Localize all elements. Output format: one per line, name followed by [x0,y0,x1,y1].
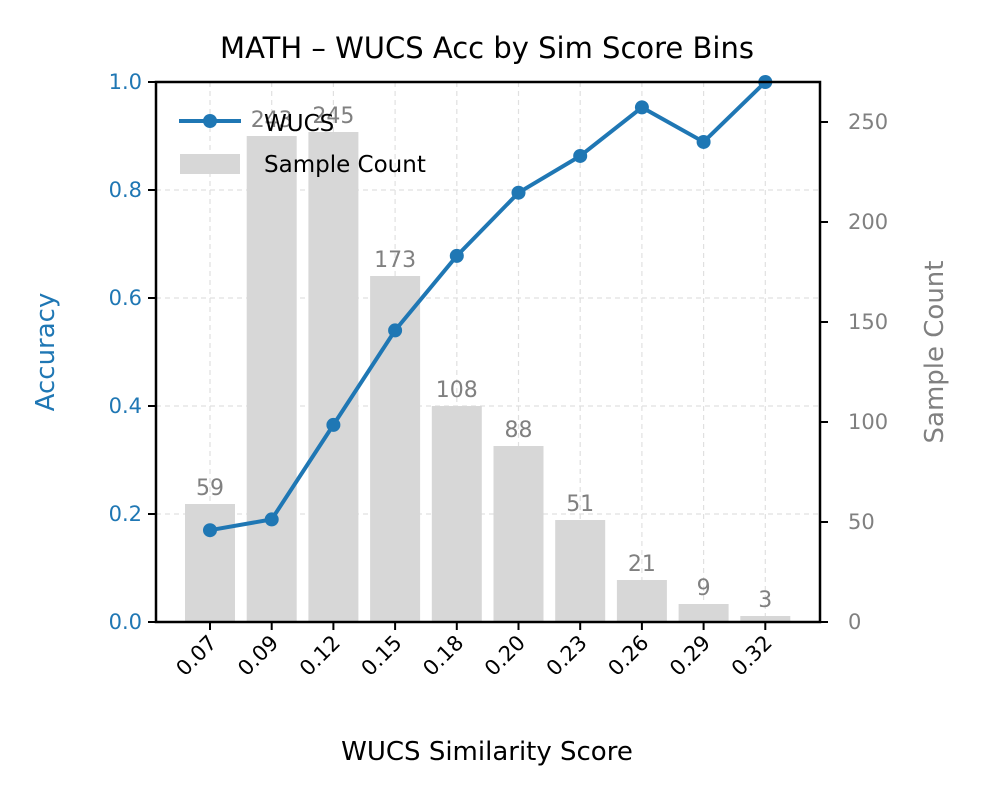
sample-count-bar [678,604,729,622]
y-right-tick-label: 250 [848,110,888,134]
accuracy-point [573,148,588,163]
legend: WUCS Sample Count [179,111,426,178]
y-left-tick-label: 0.0 [109,610,142,634]
x-tick-label: 0.20 [480,631,530,681]
y-left-tick-label: 1.0 [109,70,142,94]
bar-value-label: 243 [251,108,293,133]
bar-value-label: 3 [758,588,772,613]
x-tick-label: 0.23 [542,631,592,681]
bar-labels: 59 243 245 173 108 88 51 21 9 3 [196,104,772,613]
x-tick-label: 0.29 [665,631,715,681]
y-right-tick-label: 100 [848,410,888,434]
x-tick-label: 0.32 [727,631,777,681]
sample-count-bar [431,406,482,622]
y-right-tick-label: 0 [848,610,861,634]
y-left-tick-label: 0.4 [109,394,142,418]
x-tick-label: 0.09 [233,631,283,681]
x-tick-label: 0.07 [171,631,221,681]
legend-sample-count-swatch-icon [180,154,240,174]
bar-value-label: 245 [312,104,354,129]
sample-count-bar [185,504,235,622]
accuracy-point [388,323,403,338]
legend-wucs-marker-icon [203,114,217,128]
x-tick-label: 0.26 [603,631,653,681]
accuracy-line-series [203,75,773,538]
accuracy-point [511,185,526,200]
x-tick-label: 0.15 [357,631,407,681]
accuracy-point [634,100,649,115]
bar-value-label: 21 [628,552,656,577]
sample-count-bar [740,616,791,622]
plot-frame [154,80,822,624]
chart-title: MATH – WUCS Acc by Sim Score Bins [220,31,754,65]
sample-count-bar [246,136,297,622]
x-tick-label: 0.12 [295,631,345,681]
legend-wucs-label: WUCS [264,111,334,137]
bar-value-label: 59 [196,476,224,501]
sample-count-bar [308,132,359,622]
accuracy-point [326,417,341,432]
accuracy-point [203,523,217,538]
y-right-tick-label: 200 [848,210,888,234]
y-left-tick-label: 0.2 [109,502,142,526]
y-axis-left-label: Accuracy [31,293,61,412]
x-axis-ticks: 0.07 0.09 0.12 0.15 0.18 0.20 0.23 0.26 0.29 0.32 [171,622,777,681]
accuracy-point [264,512,279,527]
bar-value-label: 108 [436,378,478,403]
y-left-tick-label: 0.6 [109,286,142,310]
sample-count-bar [555,520,606,622]
bar-value-label: 173 [374,248,416,273]
accuracy-point [696,134,711,149]
y-left-tick-label: 0.8 [109,178,142,202]
left-axis-ticks: 0.0 0.2 0.4 0.6 0.8 1.0 [109,70,156,634]
accuracy-line [209,80,767,533]
right-axis-ticks: 0 50 100 150 200 250 [820,110,888,634]
bar-value-label: 51 [566,492,594,517]
x-axis-label: WUCS Similarity Score [341,737,633,767]
bar-value-label: 9 [697,576,711,601]
sample-count-bar [616,580,667,622]
bars [185,132,791,622]
y-right-tick-label: 50 [848,510,875,534]
bar-value-label: 88 [505,418,533,443]
legend-sample-count-label: Sample Count [264,152,426,178]
accuracy-point [449,248,464,263]
sample-count-bar [493,446,544,622]
y-axis-right-label: Sample Count [920,261,950,444]
y-right-tick-label: 150 [848,310,888,334]
x-tick-label: 0.18 [418,631,468,681]
